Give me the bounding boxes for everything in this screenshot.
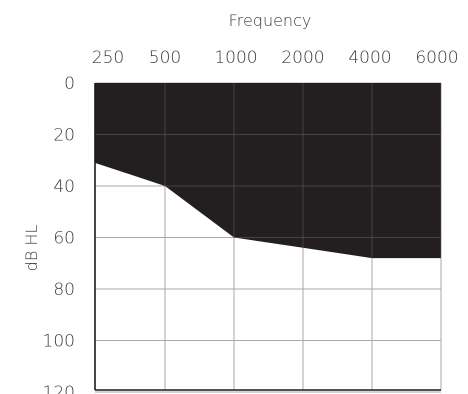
hearing-loss-area [95,83,441,259]
axis-lines [94,83,441,391]
y-tick-label-80: 80 [53,280,75,300]
x-axis-title: Frequency [229,11,312,30]
y-tick-label-60: 60 [53,229,75,249]
y-tick-labels: 0 20 40 60 80 100 120 [43,74,75,394]
y-tick-label-20: 20 [53,126,75,146]
x-tick-label-4000: 4000 [348,48,391,68]
y-axis-title: dB HL [22,225,41,272]
y-tick-label-100: 100 [43,332,75,352]
x-tick-label-500: 500 [149,48,181,68]
x-tick-label-2000: 2000 [281,48,324,68]
y-tick-label-120: 120 [43,383,75,394]
x-tick-labels: 250 500 1000 2000 4000 6000 [92,48,459,68]
x-tick-label-250: 250 [92,48,124,68]
y-tick-label-0: 0 [64,74,75,94]
y-tick-label-40: 40 [53,177,75,197]
x-tick-label-6000: 6000 [415,48,458,68]
x-tick-label-1000: 1000 [214,48,257,68]
